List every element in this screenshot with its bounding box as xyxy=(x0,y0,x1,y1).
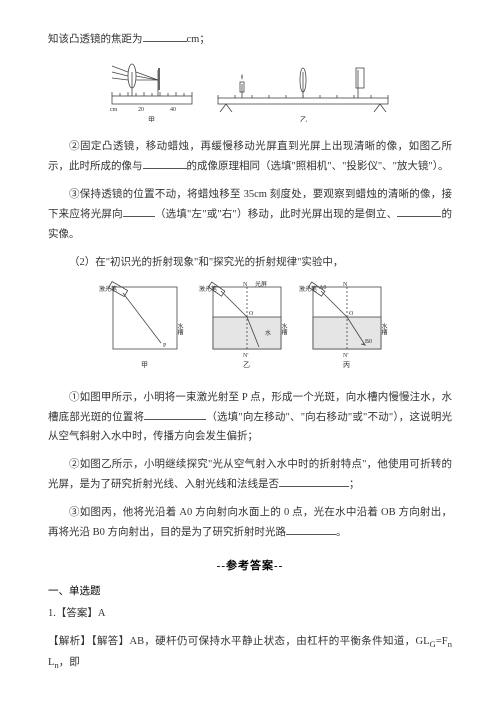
figure-2: 激光笔 P 水槽 甲 N N' 激光笔 O 光屏 水 水槽 xyxy=(48,281,452,378)
figure-1: cm 20 40 甲 xyxy=(48,58,452,127)
fig1-scale-20: 20 xyxy=(138,107,144,113)
fig1-scale-40: 40 xyxy=(170,107,176,113)
q3-blank1 xyxy=(123,205,155,217)
sub-2: ②如图乙所示，小明继续探究"光从空气射入水中时的折射特点"，他使用可折转的光屏，… xyxy=(48,455,452,495)
fig2-a0: A0 xyxy=(319,285,326,291)
fig2-yi-tank: 水槽 xyxy=(280,322,287,336)
s2-blank xyxy=(279,475,349,487)
top-line-unit: cm； xyxy=(187,34,210,45)
a1-exp-mid: =F xyxy=(436,636,448,647)
fig2-bing-o: O xyxy=(349,311,354,317)
fig2-bing-laser: 激光笔 xyxy=(299,285,317,293)
s3-blank xyxy=(286,523,336,535)
fig2-bing-tank: 水槽 xyxy=(380,322,387,336)
q3-mid1: （选填"左"或"右"）移动，此时光屏出现的是倒立、 xyxy=(155,209,398,220)
fig2-bing-np: N' xyxy=(343,353,348,359)
part2-intro: （2）在"初识光的折射现象"和"探究光的折射规律"实验中， xyxy=(48,253,452,273)
fig1-label-yi: 乙 xyxy=(300,116,307,122)
q2-post: 的成像原理相同（选填"照相机"、"投影仪"、"放大镜"）。 xyxy=(187,161,449,172)
answers-title: --参考答案-- xyxy=(48,557,452,573)
fig1-label-jia: 甲 xyxy=(148,116,155,122)
answer-1-explain: 【解析】【解答】AB，硬杆仍可保持水平静止状态，由杠杆的平衡条件知道，GLG=F… xyxy=(48,632,452,673)
fig2-bing-n: N xyxy=(343,282,348,288)
a1-exp-post: ，即 xyxy=(59,657,80,668)
fig2-label-yi: 乙 xyxy=(243,361,250,369)
fig2-p: P xyxy=(163,343,167,349)
figure-2-svg: 激光笔 P 水槽 甲 N N' 激光笔 O 光屏 水 水槽 xyxy=(95,281,405,373)
fig2-b0: B0 xyxy=(365,339,372,345)
fig2-yi-laser: 激光笔 xyxy=(199,285,217,293)
question-3: ③保持透镜的位置不动，将蜡烛移至 35cm 刻度处，要观察到蜡烛的清晰的像，接下… xyxy=(48,185,452,245)
fig2-label-bing: 丙 xyxy=(343,361,350,369)
s3-post: 。 xyxy=(336,527,347,538)
fig2-yi-n: N xyxy=(243,282,248,288)
fig1-scale-cm: cm xyxy=(110,107,118,113)
fig2-jia-laser: 激光笔 xyxy=(99,285,117,293)
top-line: 知该凸透镜的焦距为 cm； xyxy=(48,30,452,50)
s3-pre: ③如图丙，他将光沿着 A0 方向射向水面上的 0 点，光在水中沿着 OB 方向射… xyxy=(48,507,452,538)
fig2-yi-o: O xyxy=(249,311,254,317)
s2-pre: ②如图乙所示，小明继续探究"光从空气射入水中时的折射特点"，他使用可折转的光屏，… xyxy=(48,459,452,490)
fig2-yi-np: N' xyxy=(243,353,248,359)
s2-post: ； xyxy=(349,479,360,490)
fig2-jia-tank: 水槽 xyxy=(176,322,183,336)
sub-3: ③如图丙，他将光沿着 A0 方向射向水面上的 0 点，光在水中沿着 OB 方向射… xyxy=(48,503,452,543)
sub-1: ①如图甲所示，小明将一束激光射至 P 点，形成一个光斑，向水槽内慢慢注水，水槽底… xyxy=(48,388,452,448)
figure-1-svg: cm 20 40 甲 xyxy=(100,58,400,122)
question-2: ②固定凸透镜，移动蜡烛，再缓慢移动光屏直到光屏上出现清晰的像，如图乙所示，此时所… xyxy=(48,137,452,177)
blank-focal xyxy=(143,30,187,42)
heading-1: 一、单选题 xyxy=(48,583,452,598)
a1-sub2: n xyxy=(448,639,452,649)
q3-blank2 xyxy=(397,205,441,217)
q2-blank xyxy=(143,157,187,169)
answer-1-label: 1.【答案】A xyxy=(48,604,452,624)
a1-exp-pre: 【解析】【解答】AB，硬杆仍可保持水平静止状态，由杠杆的平衡条件知道，GL xyxy=(48,636,430,647)
fig2-label-jia: 甲 xyxy=(141,361,148,369)
s1-blank xyxy=(144,408,206,420)
fig2-yi-screen: 光屏 xyxy=(255,281,267,288)
fig2-yi-water: 水 xyxy=(265,329,271,337)
top-line-pre: 知该凸透镜的焦距为 xyxy=(48,34,143,45)
